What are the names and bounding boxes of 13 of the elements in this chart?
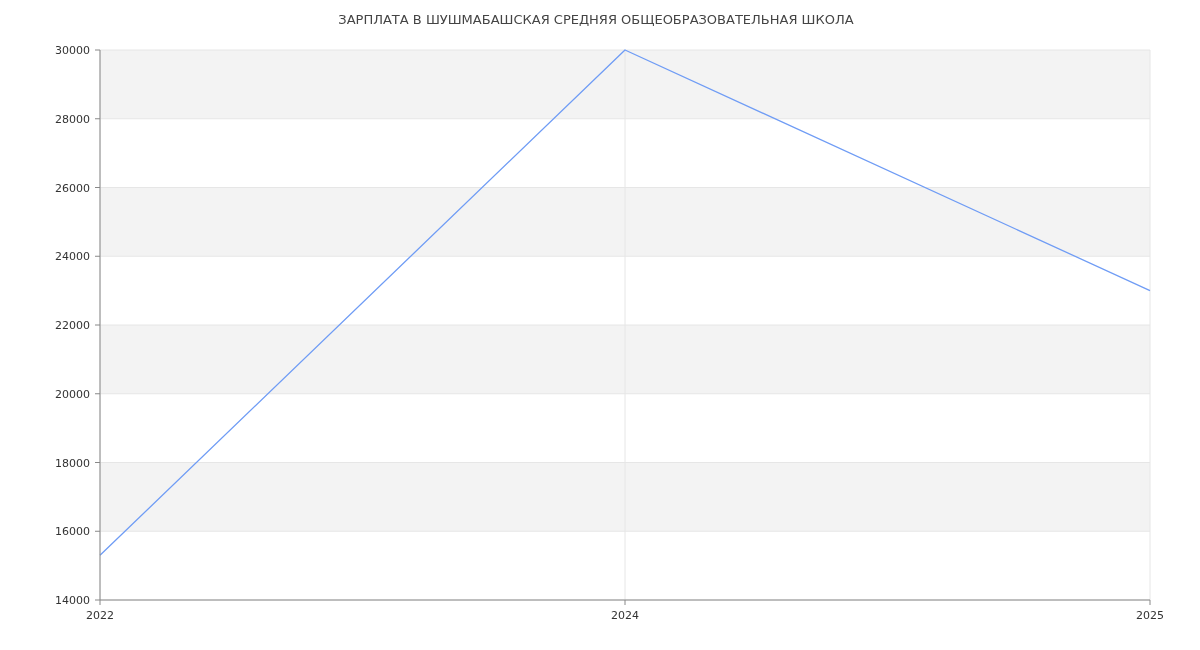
x-tick-label: 2022: [86, 609, 114, 622]
y-tick-label: 16000: [55, 525, 90, 539]
y-tick-label: 22000: [55, 319, 90, 332]
y-tick-label: 24000: [55, 250, 90, 264]
chart-title: ЗАРПЛАТА В ШУШМАБАШСКАЯ СРЕДНЯЯ ОБЩЕОБРАЗОВАТЕЛЬНАЯ ШКОЛА: [338, 12, 854, 27]
y-tick-label: 20000: [55, 387, 90, 401]
y-tick-label: 18000: [55, 456, 90, 470]
y-tick-label: 28000: [55, 112, 90, 126]
y-tick-label: 26000: [55, 181, 90, 195]
x-tick-label: 2024: [611, 609, 639, 622]
y-tick-label: 14000: [55, 594, 90, 607]
x-tick-label: 2025: [1136, 609, 1164, 622]
y-tick-label: 30000: [55, 44, 90, 57]
